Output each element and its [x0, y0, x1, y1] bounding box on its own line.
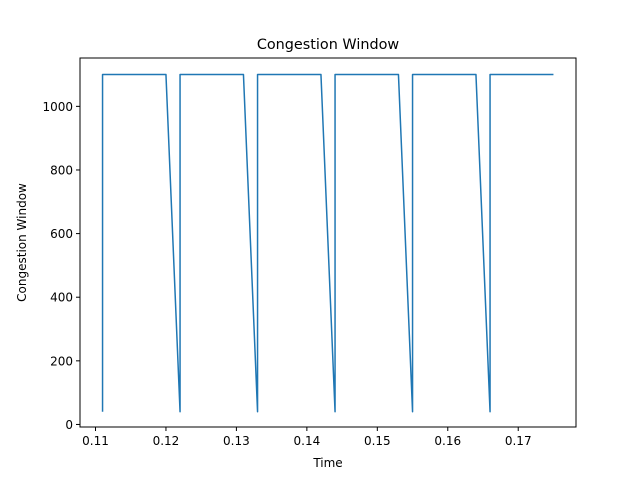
- y-tick-label: 800: [50, 163, 73, 177]
- chart-title: Congestion Window: [257, 37, 400, 53]
- y-tick-label: 200: [50, 354, 73, 368]
- y-tick-label: 0: [65, 418, 73, 432]
- x-tick-label: 0.16: [434, 434, 461, 448]
- x-tick-label: 0.14: [294, 434, 321, 448]
- y-tick-label: 600: [50, 227, 73, 241]
- x-axis-title: Time: [312, 456, 342, 470]
- x-tick-label: 0.11: [82, 434, 109, 448]
- x-tick-label: 0.15: [364, 434, 391, 448]
- y-axis-title: Congestion Window: [15, 183, 29, 302]
- series-line: [101, 73, 554, 413]
- x-tick-label: 0.17: [505, 434, 532, 448]
- x-tick-label: 0.12: [153, 434, 180, 448]
- y-tick-label: 1000: [42, 100, 73, 114]
- plot-area: [101, 73, 554, 413]
- y-axis-ticks: 0 200 400 600 800 1000: [42, 100, 80, 432]
- axes-frame: [79, 57, 577, 428]
- y-tick-label: 400: [50, 291, 73, 305]
- x-tick-label: 0.13: [223, 434, 250, 448]
- x-axis-ticks: 0.11 0.12 0.13 0.14 0.15 0.16 0.17: [82, 427, 532, 448]
